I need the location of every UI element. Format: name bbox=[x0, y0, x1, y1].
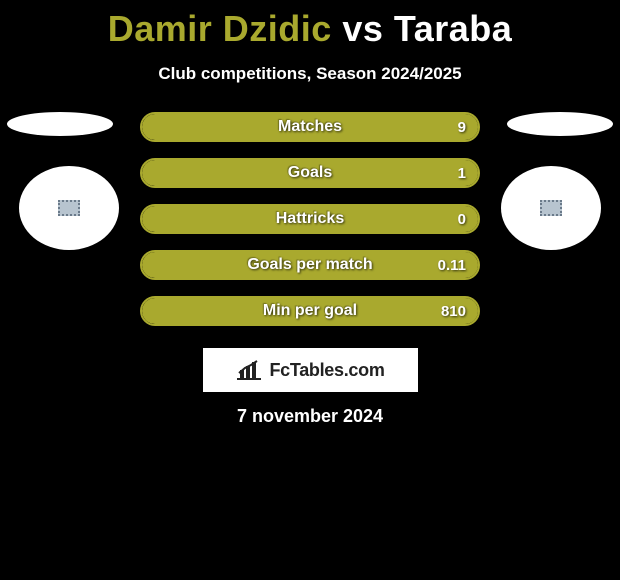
stat-value: 0 bbox=[458, 206, 466, 232]
player2-badge-ellipse bbox=[507, 112, 613, 136]
stat-bar: Matches9 bbox=[140, 112, 480, 142]
stat-bar: Goals1 bbox=[140, 158, 480, 188]
stat-bars: Matches9Goals1Hattricks0Goals per match0… bbox=[140, 112, 480, 326]
stat-label: Goals bbox=[142, 160, 478, 186]
stat-bar: Hattricks0 bbox=[140, 204, 480, 234]
vs-text: vs bbox=[342, 8, 383, 49]
stat-value: 1 bbox=[458, 160, 466, 186]
player1-avatar bbox=[19, 166, 119, 250]
player1-name: Damir Dzidic bbox=[108, 8, 332, 49]
stat-label: Goals per match bbox=[142, 252, 478, 278]
logo-text: FcTables.com bbox=[269, 360, 384, 381]
stat-value: 0.11 bbox=[438, 252, 466, 278]
player2-name: Taraba bbox=[394, 8, 512, 49]
player1-badge-ellipse bbox=[7, 112, 113, 136]
placeholder-icon bbox=[540, 200, 562, 216]
bar-chart-icon bbox=[235, 359, 263, 381]
stat-bar: Goals per match0.11 bbox=[140, 250, 480, 280]
stat-value: 810 bbox=[441, 298, 466, 324]
stat-label: Min per goal bbox=[142, 298, 478, 324]
player2-avatar bbox=[501, 166, 601, 250]
subtitle: Club competitions, Season 2024/2025 bbox=[0, 64, 620, 84]
stat-label: Matches bbox=[142, 114, 478, 140]
stat-bar: Min per goal810 bbox=[140, 296, 480, 326]
stat-value: 9 bbox=[458, 114, 466, 140]
stats-panel: Matches9Goals1Hattricks0Goals per match0… bbox=[0, 112, 620, 326]
comparison-title: Damir Dzidic vs Taraba bbox=[0, 0, 620, 50]
snapshot-date: 7 november 2024 bbox=[0, 406, 620, 427]
source-logo[interactable]: FcTables.com bbox=[203, 348, 418, 392]
placeholder-icon bbox=[58, 200, 80, 216]
stat-label: Hattricks bbox=[142, 206, 478, 232]
